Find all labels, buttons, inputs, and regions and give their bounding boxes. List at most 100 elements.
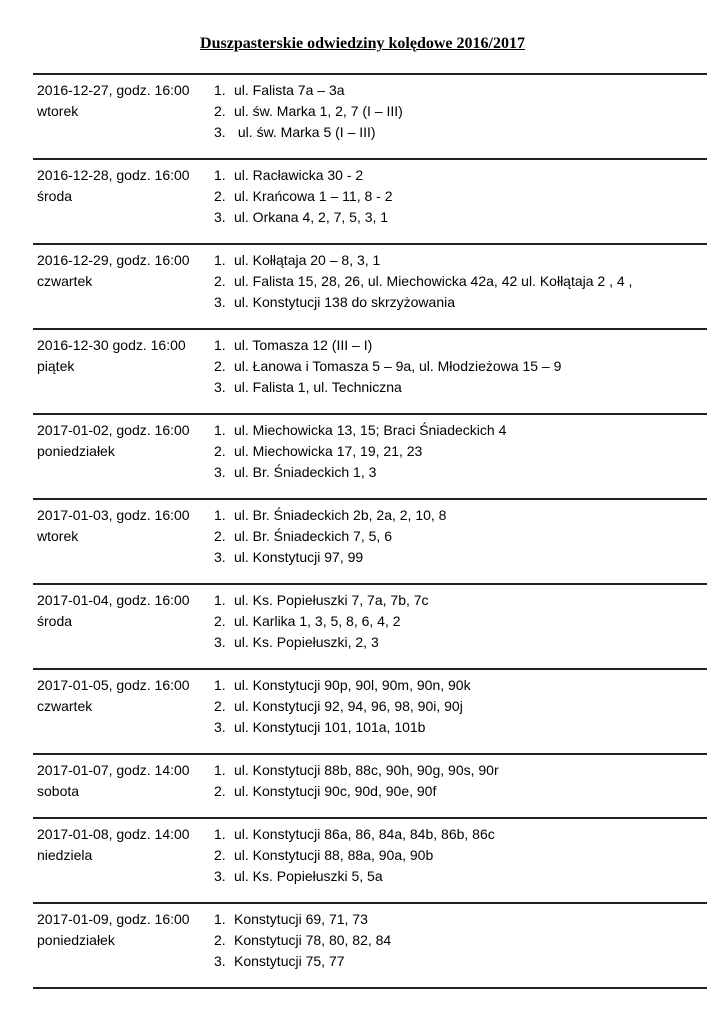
item-text: ul. Konstytucji 92, 94, 96, 98, 90i, 90j bbox=[234, 698, 463, 714]
street-item: 2. ul. Br. Śniadeckich 7, 5, 6 bbox=[214, 526, 707, 547]
street-list: 1. ul. Kołłątaja 20 – 8, 3, 1 2. ul. Falist… bbox=[214, 250, 707, 313]
item-number: 2. bbox=[214, 528, 226, 544]
street-list: 1. Konstytucji 69, 71, 73 2. Konstytucji 78… bbox=[214, 909, 707, 972]
item-number: 3. bbox=[214, 868, 226, 884]
street-list: 1. ul. Ks. Popiełuszki 7, 7a, 7b, 7c 2. ul.… bbox=[214, 590, 707, 653]
item-text: ul. Konstytucji 97, 99 bbox=[234, 549, 364, 565]
item-number: 3. bbox=[214, 464, 226, 480]
street-item: 2. ul. Łanowa i Tomasza 5 – 9a, ul. Młodz… bbox=[214, 356, 707, 377]
street-item: 1. ul. Miechowicka 13, 15; Braci Śniadeck… bbox=[214, 420, 707, 441]
visit-entry: 2016-12-27, godz. 16:00 wtorek 1. ul. Falis… bbox=[33, 73, 707, 158]
item-text: ul. Konstytucji 90c, 90d, 90e, 90f bbox=[234, 783, 437, 799]
street-item: 3. ul. Ks. Popiełuszki, 2, 3 bbox=[214, 632, 707, 653]
item-number: 1. bbox=[214, 592, 226, 608]
visit-when: 2017-01-09, godz. 16:00 poniedziałek bbox=[37, 909, 190, 951]
street-item: 1. ul. Konstytucji 88b, 88c, 90h, 90g, 90… bbox=[214, 760, 707, 781]
street-item: 3. ul. Orkana 4, 2, 7, 5, 3, 1 bbox=[214, 207, 707, 228]
visit-day: wtorek bbox=[37, 528, 79, 544]
street-item: 3. ul. św. Marka 5 (I – III) bbox=[214, 122, 707, 143]
item-number: 2. bbox=[214, 188, 226, 204]
item-text: ul. św. Marka 1, 2, 7 (I – III) bbox=[234, 103, 403, 119]
visit-day: niedziela bbox=[37, 847, 93, 863]
visit-day: poniedziałek bbox=[37, 932, 115, 948]
visit-date: 2016-12-28, godz. 16:00 bbox=[37, 167, 190, 183]
item-text: ul. Falista 1, ul. Techniczna bbox=[234, 379, 402, 395]
street-item: 1. ul. Br. Śniadeckich 2b, 2a, 2, 10, 8 bbox=[214, 505, 707, 526]
item-text: ul. Kołłątaja 20 – 8, 3, 1 bbox=[234, 252, 381, 268]
street-item: 1. ul. Falista 7a – 3a bbox=[214, 80, 707, 101]
item-text: ul. Miechowicka 13, 15; Braci Śniadeckic… bbox=[234, 422, 507, 438]
visit-date: 2017-01-09, godz. 16:00 bbox=[37, 911, 190, 927]
visit-entry: 2017-01-07, godz. 14:00 sobota 1. ul. Konst… bbox=[33, 753, 707, 817]
street-list: 1. ul. Tomasza 12 (III – I) 2. ul. Łanowa i… bbox=[214, 335, 707, 398]
item-number: 2. bbox=[214, 273, 226, 289]
item-number: 1. bbox=[214, 82, 226, 98]
street-list: 1. ul. Konstytucji 88b, 88c, 90h, 90g, 90… bbox=[214, 760, 707, 802]
page-title: Duszpasterskie odwiedziny kolędowe 2016/… bbox=[200, 35, 525, 52]
street-item: 1. ul. Racławicka 30 - 2 bbox=[214, 165, 707, 186]
street-item: 1. ul. Tomasza 12 (III – I) bbox=[214, 335, 707, 356]
item-number: 1. bbox=[214, 911, 226, 927]
street-item: 2. ul. św. Marka 1, 2, 7 (I – III) bbox=[214, 101, 707, 122]
item-text: ul. Tomasza 12 (III – I) bbox=[234, 337, 373, 353]
item-number: 1. bbox=[214, 337, 226, 353]
item-text: ul. Falista 7a – 3a bbox=[234, 82, 345, 98]
visit-when: 2017-01-05, godz. 16:00 czwartek bbox=[37, 675, 190, 717]
item-text: ul. Krańcowa 1 – 11, 8 - 2 bbox=[234, 188, 393, 204]
visit-date: 2016-12-29, godz. 16:00 bbox=[37, 252, 190, 268]
item-number: 1. bbox=[214, 167, 226, 183]
street-item: 2. ul. Krańcowa 1 – 11, 8 - 2 bbox=[214, 186, 707, 207]
street-item: 2. ul. Falista 15, 28, 26, ul. Miechowick… bbox=[214, 271, 707, 292]
visit-when: 2017-01-04, godz. 16:00 środa bbox=[37, 590, 190, 632]
item-text: ul. Konstytucji 101, 101a, 101b bbox=[234, 719, 426, 735]
item-number: 3. bbox=[214, 549, 226, 565]
visit-date: 2017-01-05, godz. 16:00 bbox=[37, 677, 190, 693]
item-text: ul. Br. Śniadeckich 1, 3 bbox=[234, 464, 377, 480]
visit-when: 2017-01-07, godz. 14:00 sobota bbox=[37, 760, 190, 802]
street-item: 1. Konstytucji 69, 71, 73 bbox=[214, 909, 707, 930]
street-item: 3. ul. Konstytucji 101, 101a, 101b bbox=[214, 717, 707, 738]
item-text: Konstytucji 78, 80, 82, 84 bbox=[234, 932, 392, 948]
street-item: 3. ul. Br. Śniadeckich 1, 3 bbox=[214, 462, 707, 483]
item-text: ul. Konstytucji 88b, 88c, 90h, 90g, 90s,… bbox=[234, 762, 499, 778]
street-item: 3. ul. Falista 1, ul. Techniczna bbox=[214, 377, 707, 398]
item-text: ul. Falista 15, 28, 26, ul. Miechowicka … bbox=[234, 273, 633, 289]
item-number: 1. bbox=[214, 677, 226, 693]
visit-when: 2017-01-08, godz. 14:00 niedziela bbox=[37, 824, 190, 866]
street-list: 1. ul. Racławicka 30 - 2 2. ul. Krańcowa 1 … bbox=[214, 165, 707, 228]
visit-date: 2017-01-03, godz. 16:00 bbox=[37, 507, 190, 523]
visit-entry: 2017-01-09, godz. 16:00 poniedziałek 1. Kon… bbox=[33, 902, 707, 987]
item-number: 2. bbox=[214, 847, 226, 863]
item-text: ul. Br. Śniadeckich 2b, 2a, 2, 10, 8 bbox=[234, 507, 447, 523]
item-number: 2. bbox=[214, 698, 226, 714]
visit-entry: 2017-01-04, godz. 16:00 środa 1. ul. Ks. Po… bbox=[33, 583, 707, 668]
item-number: 2. bbox=[214, 932, 226, 948]
visit-day: sobota bbox=[37, 783, 80, 799]
street-item: 2. ul. Konstytucji 88, 88a, 90a, 90b bbox=[214, 845, 707, 866]
visit-entry: 2017-01-02, godz. 16:00 poniedziałek 1. ul.… bbox=[33, 413, 707, 498]
item-number: 3. bbox=[214, 379, 226, 395]
visit-when: 2016-12-27, godz. 16:00 wtorek bbox=[37, 80, 190, 122]
visit-date: 2017-01-02, godz. 16:00 bbox=[37, 422, 190, 438]
item-number: 1. bbox=[214, 762, 226, 778]
visit-entry: 2016-12-30 godz. 16:00 piątek 1. ul. Tomasz… bbox=[33, 328, 707, 413]
item-number: 2. bbox=[214, 613, 226, 629]
street-list: 1. ul. Konstytucji 90p, 90l, 90m, 90n, 90… bbox=[214, 675, 707, 738]
item-number: 3. bbox=[214, 124, 226, 140]
visit-when: 2016-12-29, godz. 16:00 czwartek bbox=[37, 250, 190, 292]
item-number: 1. bbox=[214, 507, 226, 523]
visit-when: 2016-12-28, godz. 16:00 środa bbox=[37, 165, 190, 207]
item-number: 2. bbox=[214, 103, 226, 119]
visit-date: 2016-12-30 godz. 16:00 bbox=[37, 337, 186, 353]
visit-entry: 2017-01-08, godz. 14:00 niedziela 1. ul. Ko… bbox=[33, 817, 707, 902]
item-text: ul. Konstytucji 86a, 86, 84a, 84b, 86b, … bbox=[234, 826, 495, 842]
visit-date: 2017-01-08, godz. 14:00 bbox=[37, 826, 190, 842]
item-text: ul. Ks. Popiełuszki 5, 5a bbox=[234, 868, 383, 884]
street-item: 1. ul. Ks. Popiełuszki 7, 7a, 7b, 7c bbox=[214, 590, 707, 611]
street-list: 1. ul. Konstytucji 86a, 86, 84a, 84b, 86b… bbox=[214, 824, 707, 887]
item-text: ul. Konstytucji 138 do skrzyżowania bbox=[234, 294, 455, 310]
visit-day: poniedziałek bbox=[37, 443, 115, 459]
street-list: 1. ul. Falista 7a – 3a 2. ul. św. Marka 1, … bbox=[214, 80, 707, 143]
item-text: ul. Karlika 1, 3, 5, 8, 6, 4, 2 bbox=[234, 613, 401, 629]
item-text: ul. Konstytucji 88, 88a, 90a, 90b bbox=[234, 847, 434, 863]
